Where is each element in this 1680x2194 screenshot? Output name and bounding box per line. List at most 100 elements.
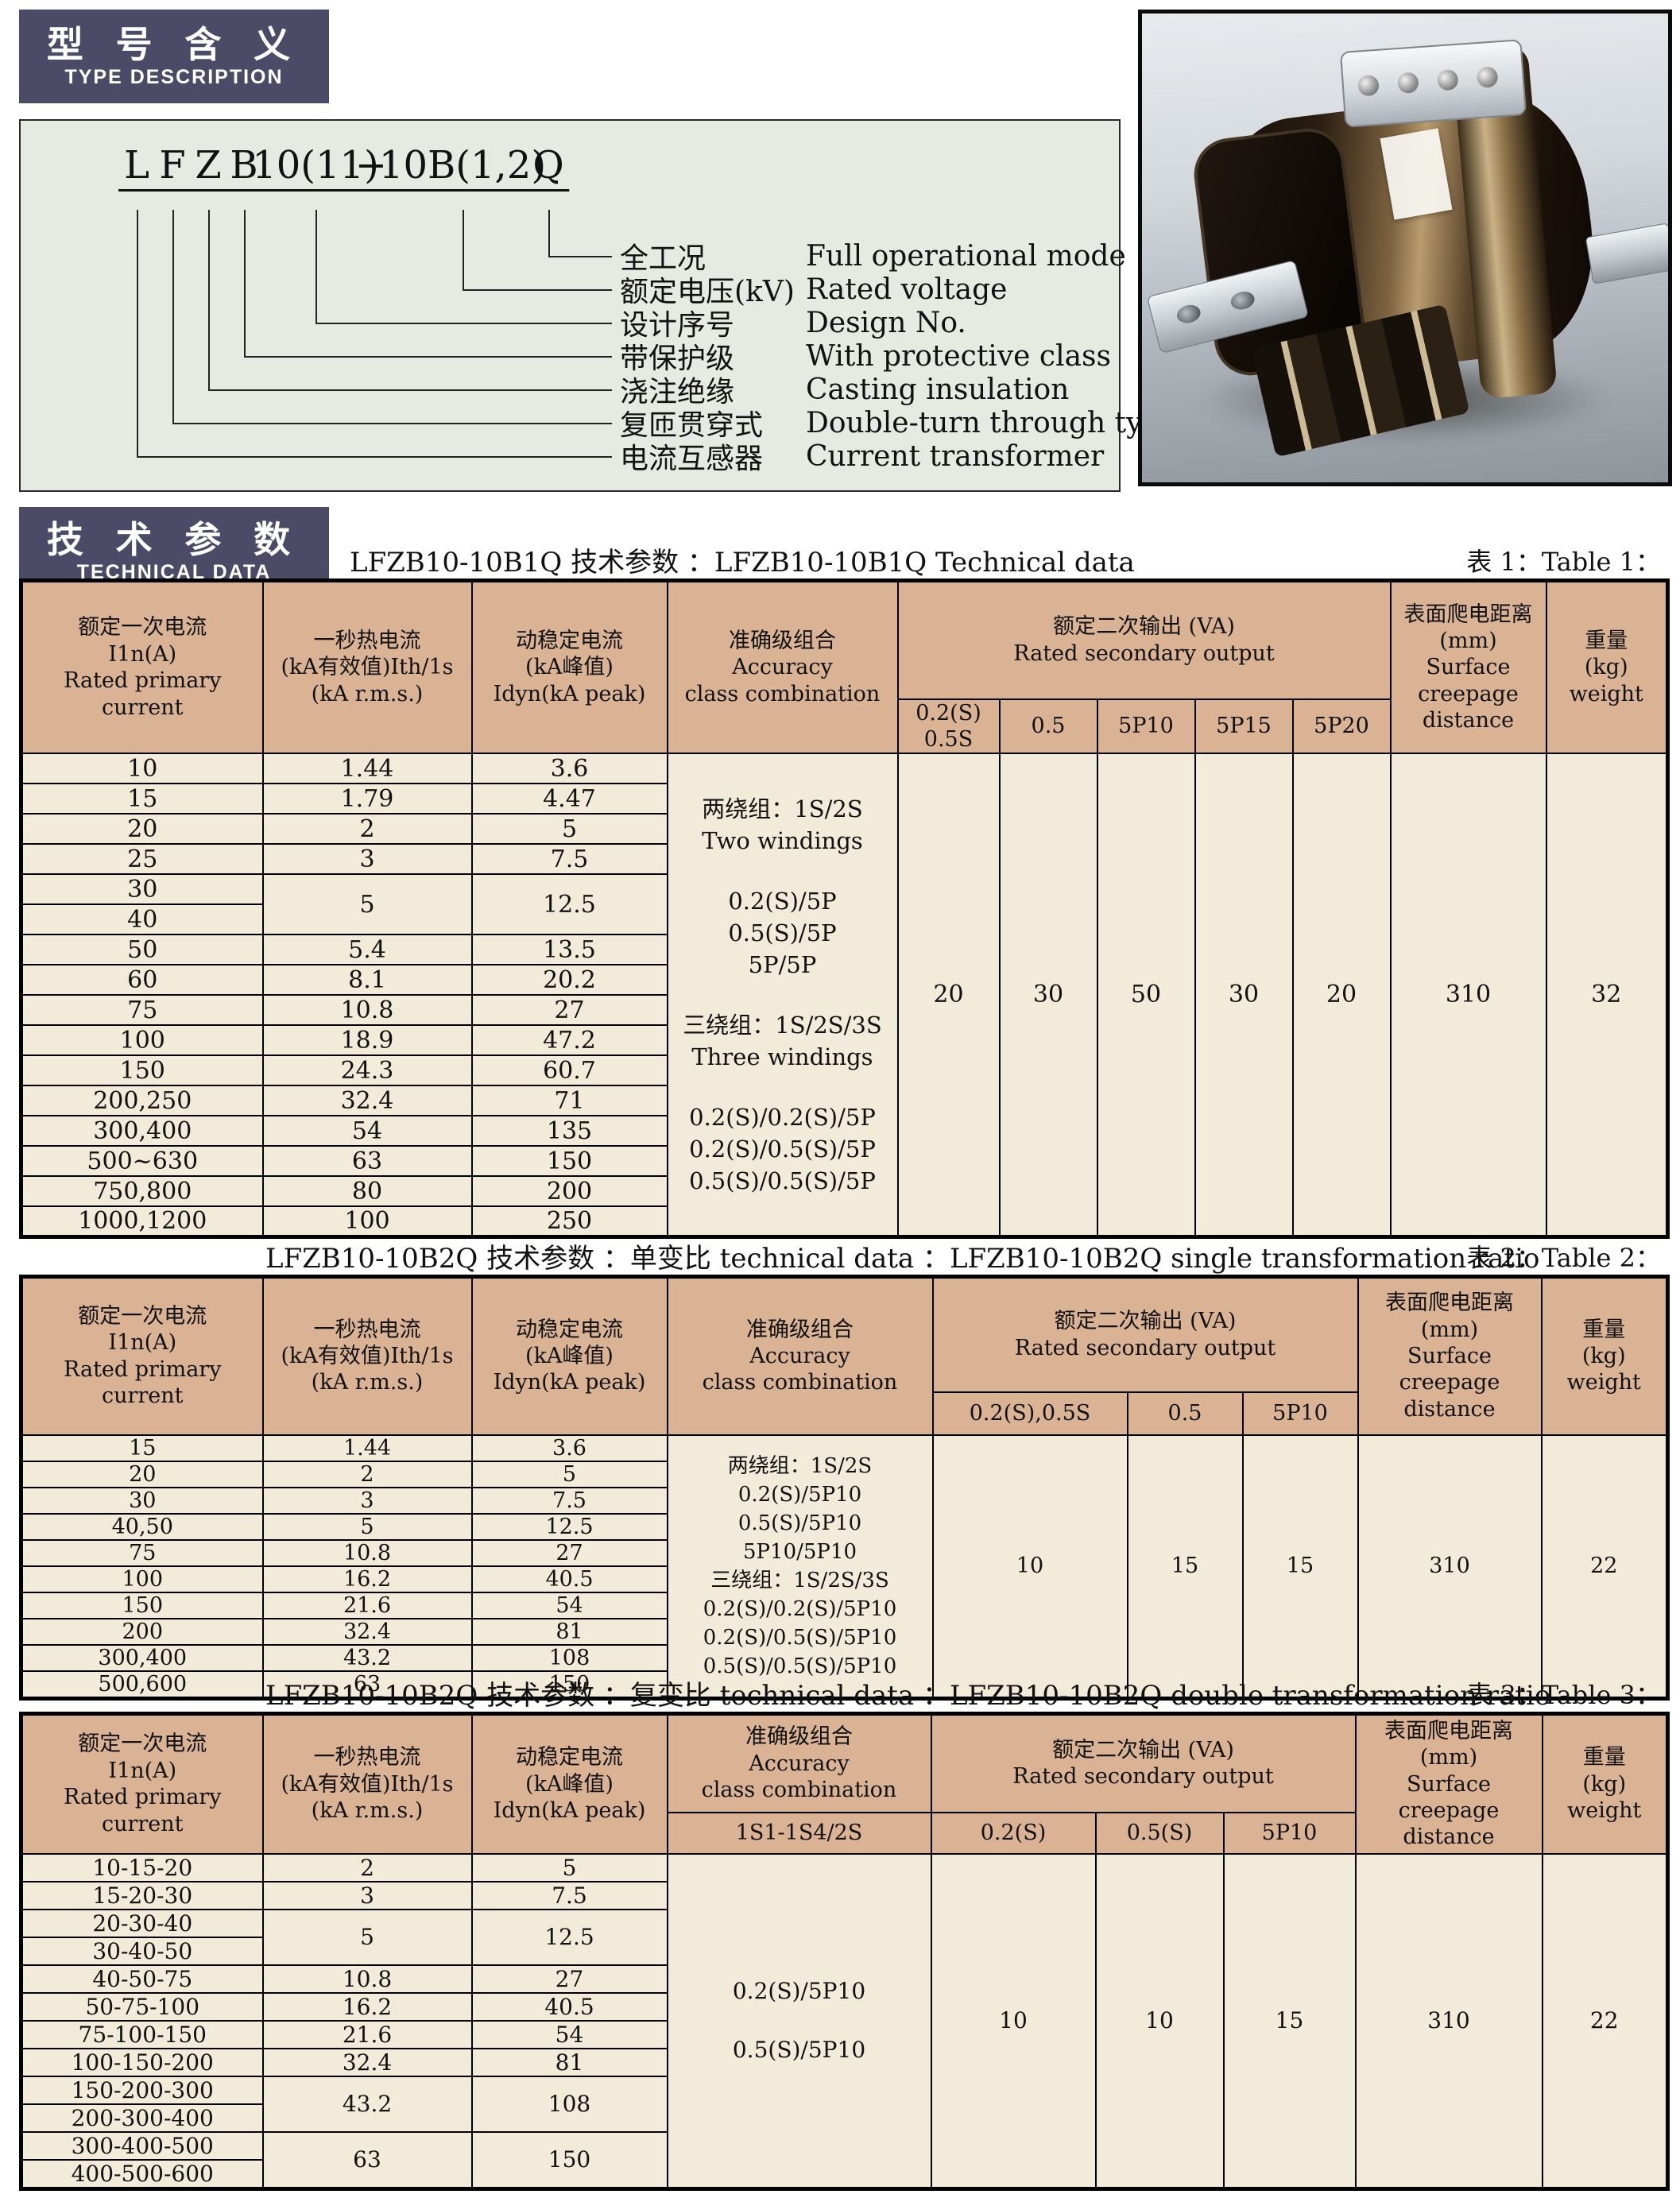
diagram-connector-line (463, 289, 612, 291)
accuracy-combination-cell: 0.2(S)/5P10 0.5(S)/5P10 (666, 1852, 932, 2189)
table-cell: 250 (470, 1205, 668, 1238)
table-cell: 150 (20, 1054, 264, 1087)
creepage-distance-value: 310 (1354, 1852, 1543, 2189)
table-cell: 20-30-40 (20, 1908, 264, 1938)
table-row: 40 (20, 904, 1668, 936)
table-cell: 27 (470, 1538, 668, 1567)
table-row: 200 32.4 81 (20, 1617, 1668, 1646)
table-row: 75 10.8 27 (20, 1538, 1668, 1567)
table2-title-row: LFZB10-10B2Q 技术参数 ：单变比 technical data ：L… (19, 1236, 1664, 1275)
table-cell: 500~630 (20, 1145, 264, 1178)
table-row: 10-15-20 2 5 0.2(S)/5P10 0.5(S)/5P10 10 10 15 31… (20, 1852, 1669, 2189)
table-row: 50 5.4 13.5 (20, 934, 1668, 966)
header-cell: 准确级组合 Accuracy class combination (666, 1275, 934, 1436)
diagram-connector-line (548, 256, 612, 257)
table-row: 40-50-75 10.8 27 (20, 1964, 1668, 1994)
table-row: 100-150-200 32.4 81 (20, 2047, 1668, 2077)
diagram-connector-line (172, 210, 174, 423)
table-cell: 1.44 (261, 753, 473, 785)
diagram-connector-line (463, 210, 464, 289)
header-cell: 准确级组合 Accuracy class combination (666, 1712, 932, 1813)
table-cell: 5 (261, 1908, 473, 1966)
type-description-badge-zh: 型 号 含 义 (46, 23, 302, 65)
table1-title: LFZB10-10B1Q 技术参数 ：LFZB10-10B1Q Technica… (350, 547, 1135, 578)
table-cell: 32.4 (261, 1085, 473, 1117)
table-cell: 30 (20, 1486, 264, 1515)
secondary-output-value: 10 (931, 1434, 1128, 1699)
table-cell: 12.5 (470, 1512, 668, 1541)
header-cell: 动稳定电流 (kA峰值) Idyn(kA peak) (470, 1275, 668, 1436)
header-cell: 表面爬电距离 (mm) Surface creepage distance (1389, 579, 1547, 755)
type-code-token: Z (189, 143, 227, 192)
table-cell: 40,50 (20, 1512, 264, 1541)
secondary-output-value: 10 (1094, 1852, 1225, 2189)
table-cell: 27 (470, 1964, 668, 1994)
secondary-output-value: 15 (1241, 1434, 1359, 1699)
table-cell: 21.6 (261, 1591, 473, 1619)
diagram-connector-line (315, 323, 612, 324)
header-cell: 额定二次输出 (VA) Rated secondary output (931, 1275, 1359, 1393)
table-cell: 2 (261, 1460, 473, 1488)
table-row: 150 24.3 60.7 (20, 1054, 1668, 1087)
table-row: 75 10.8 27 (20, 994, 1668, 1027)
type-code-token: − (354, 143, 388, 188)
table-cell: 32.4 (261, 2047, 473, 2077)
diagram-connector-line (137, 456, 612, 458)
table3-title: LFZB10-10B2Q 技术参数 ：复变比 technical data ：L… (265, 1680, 1551, 1712)
table-cell: 20 (20, 813, 264, 845)
table-row: 1000,1200 100 250 (20, 1205, 1668, 1238)
table-cell: 75-100-150 (20, 2019, 264, 2049)
table-cell: 10 (20, 753, 264, 785)
diagram-connector-line (244, 356, 612, 358)
table-cell: 100 (261, 1205, 473, 1238)
diagram-label-row: 复匝贯穿式 Double-turn through type (620, 405, 1178, 443)
header-cell: 一秒热电流 (kA有效值)Ith/1s (kA r.m.s.) (261, 1712, 473, 1855)
table-cell: 150 (470, 2130, 668, 2189)
table-row: 500~630 63 150 (20, 1145, 1668, 1178)
table1-number-tag: 表 1：Table 1： (1466, 547, 1661, 577)
table-cell: 100 (20, 1565, 264, 1593)
table-row: 40,50 5 12.5 (20, 1512, 1668, 1541)
header-cell: 0.5(S) (1094, 1811, 1225, 1855)
primary-busbar-right (1585, 222, 1668, 284)
table-cell: 81 (470, 1617, 668, 1646)
table-cell: 40-50-75 (20, 1964, 264, 1994)
header-cell: 5P20 (1291, 698, 1392, 755)
diagram-label-row: 全工况 Full operational mode (620, 238, 1126, 276)
table-row: 10 1.44 3.6 两绕组：1S/2S Two windings 0.2(S)/5P 0… (20, 753, 1669, 1238)
diagram-connector-line (172, 423, 612, 424)
diagram-label-en: Double-turn through type (806, 406, 1178, 439)
type-code-token: 10B(1,2) (373, 143, 552, 192)
diagram-connector-line (548, 210, 550, 256)
table-cell: 63 (261, 1145, 473, 1178)
table-cell: 500,600 (20, 1670, 264, 1699)
diagram-label-row: 带保护级 With protective class (620, 339, 1113, 376)
diagram-label-row: 额定电压(kV) Rated voltage (620, 272, 1113, 309)
table-cell: 750,800 (20, 1175, 264, 1208)
table-row: 200-300-400 (20, 2103, 1668, 2133)
table-cell: 43.2 (261, 2075, 473, 2133)
table-cell: 20 (20, 1460, 264, 1488)
technical-table-1: 额定一次电流 I1n(A) Rated primary current 一秒热电流 (kA… (19, 578, 1670, 1240)
table-cell: 13.5 (470, 934, 668, 966)
table-cell: 400-500-600 (20, 2158, 264, 2189)
table-cell: 63 (261, 1670, 473, 1699)
table-cell: 10.8 (261, 994, 473, 1027)
terminal-screw (1476, 66, 1499, 89)
secondary-output-value: 10 (930, 1852, 1097, 2189)
table2-title: LFZB10-10B2Q 技术参数 ：单变比 technical data ：L… (265, 1243, 1540, 1275)
product-photo (1138, 10, 1672, 486)
table-row: 400-500-600 (20, 2158, 1668, 2189)
table-cell: 2 (261, 1852, 473, 1883)
header-cell: 动稳定电流 (kA峰值) Idyn(kA peak) (470, 579, 668, 755)
table-cell: 50-75-100 (20, 1991, 264, 2022)
type-description-badge-en: TYPE DESCRIPTION (64, 65, 284, 88)
diagram-label-zh: 浇注绝缘 (620, 376, 735, 408)
table-cell: 47.2 (470, 1024, 668, 1057)
secondary-output-value: 15 (1222, 1852, 1357, 2189)
header-cell: 0.2(S) 0.5S (896, 698, 1001, 755)
table-cell: 7.5 (470, 1880, 668, 1910)
table-cell: 10-15-20 (20, 1852, 264, 1883)
table-row: 100 18.9 47.2 (20, 1024, 1668, 1057)
